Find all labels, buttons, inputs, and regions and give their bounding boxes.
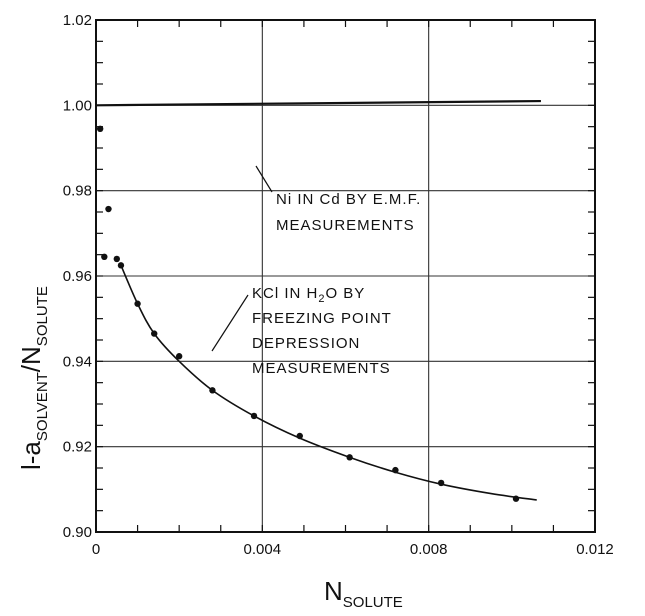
x-tick-label-1: 0.004 xyxy=(244,541,282,558)
y-tick-label-0: 0.90 xyxy=(63,524,92,541)
x-tick-labels: 0 0.004 0.008 0.012 xyxy=(92,541,614,558)
x-tick-label-3: 0.012 xyxy=(576,541,614,558)
y-axis-title: l-aSOLVENT/NSOLUTE xyxy=(16,286,51,470)
annotation-ni-leader xyxy=(255,165,273,193)
annotation-kcl-leader xyxy=(211,294,249,352)
kcl-data-point-3 xyxy=(113,255,120,263)
annotation-kcl-line4: MEASUREMENTS xyxy=(252,360,391,377)
kcl-fit-curve xyxy=(120,265,537,501)
annotation-kcl-line1: KCl IN H2O BY xyxy=(252,285,365,305)
x-axis-title: NSOLUTE xyxy=(324,576,403,611)
annotation-ni-line1: Ni IN Cd BY E.M.F. xyxy=(276,191,421,208)
kcl-data-point-0 xyxy=(96,125,104,132)
annotation-ni-line2: MEASUREMENTS xyxy=(276,217,415,234)
y-tick-label-5: 1.00 xyxy=(63,97,92,114)
y-axis-title-sub1: SOLVENT xyxy=(34,372,51,441)
kcl-data-point-7 xyxy=(175,353,183,360)
annotation-kcl: KCl IN H2O BY FREEZING POINT DEPRESSION … xyxy=(211,285,392,377)
x-tick-label-0: 0 xyxy=(92,541,100,558)
y-axis-title-mid: /N xyxy=(16,346,46,372)
ni-cd-line xyxy=(95,99,541,107)
y-axis-title-prefix: l-a xyxy=(16,441,46,470)
kcl-data-point-4 xyxy=(117,262,125,269)
y-tick-label-1: 0.92 xyxy=(63,439,92,456)
y-tick-label-3: 0.96 xyxy=(63,268,92,285)
y-axis-title-sub2: SOLUTE xyxy=(34,286,51,346)
kcl-data-point-2 xyxy=(105,205,112,213)
y-tick-label-2: 0.94 xyxy=(63,353,92,370)
x-axis-title-main: N xyxy=(324,576,343,606)
x-axis-title-sub: SOLUTE xyxy=(343,594,403,611)
y-tick-labels: 0.90 0.92 0.94 0.96 0.98 1.00 1.02 xyxy=(63,12,92,541)
x-tick-label-2: 0.008 xyxy=(410,541,448,558)
series-layer xyxy=(95,99,541,502)
y-tick-label-4: 0.98 xyxy=(63,183,92,200)
axis-ticks xyxy=(95,19,596,533)
kcl-data-point-1 xyxy=(101,253,108,260)
y-tick-label-6: 1.02 xyxy=(63,12,92,29)
annotation-kcl-line2: FREEZING POINT xyxy=(252,310,392,327)
annotation-kcl-line3: DEPRESSION xyxy=(252,335,360,352)
annotation-ni: Ni IN Cd BY E.M.F. MEASUREMENTS xyxy=(255,165,421,234)
